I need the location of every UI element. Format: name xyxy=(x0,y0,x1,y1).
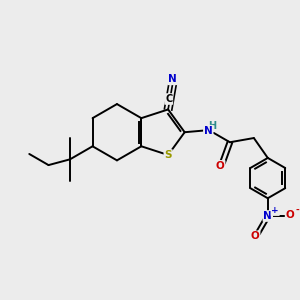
Text: H: H xyxy=(208,121,217,131)
Text: N: N xyxy=(204,126,213,136)
Text: S: S xyxy=(164,150,172,160)
Text: O: O xyxy=(286,209,294,220)
Text: O: O xyxy=(251,231,260,241)
Text: C: C xyxy=(165,94,172,104)
Text: O: O xyxy=(216,161,225,171)
Text: N: N xyxy=(168,74,177,84)
Text: +: + xyxy=(272,206,279,215)
Text: -: - xyxy=(296,206,299,215)
Text: N: N xyxy=(263,211,272,221)
